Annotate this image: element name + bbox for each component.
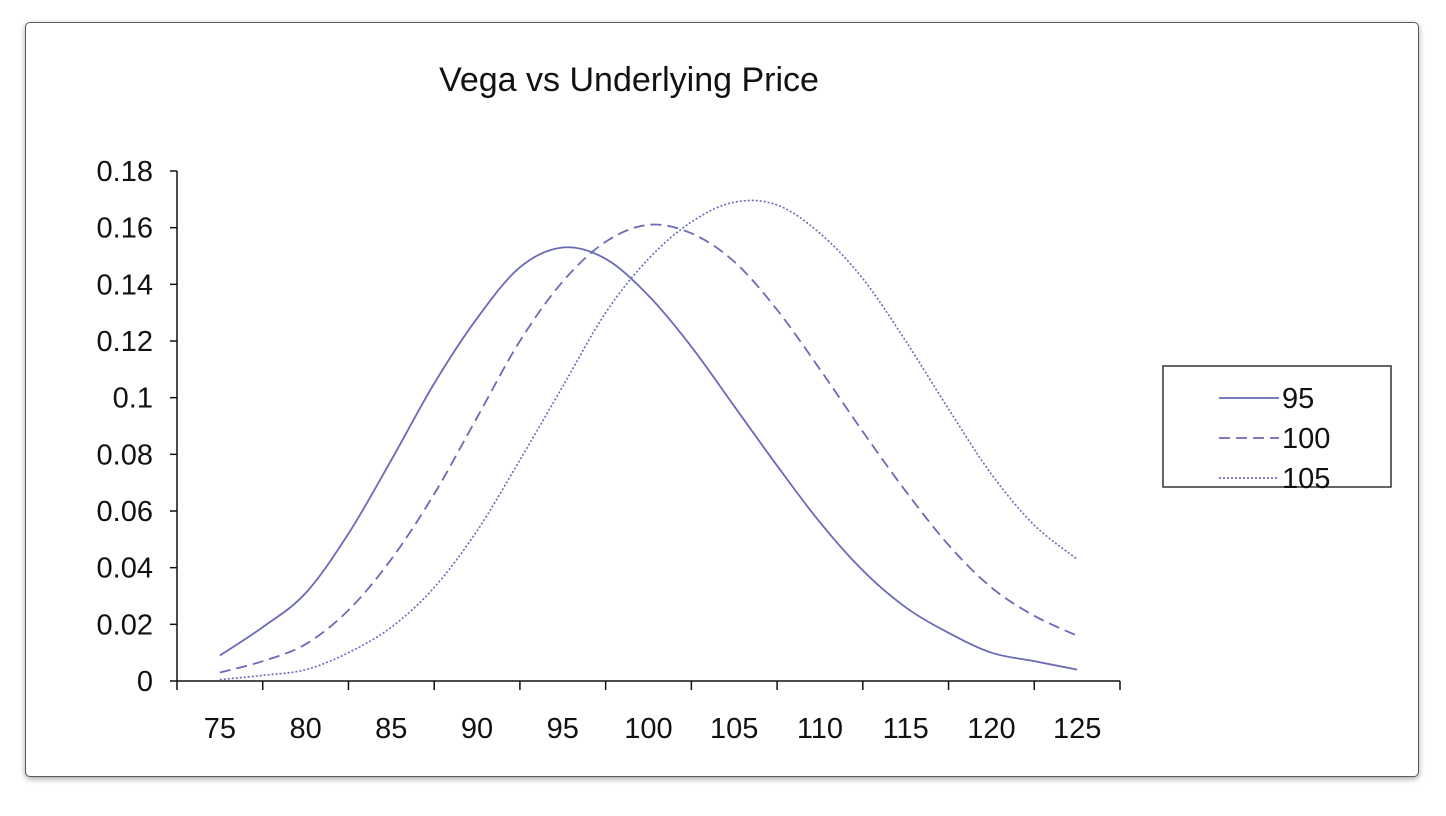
y-tick-label: 0.08 (97, 439, 153, 471)
x-tick-label: 110 (797, 713, 843, 745)
series-line-105 (219, 199, 1078, 681)
x-tick-label: 75 (204, 713, 236, 745)
y-tick-label: 0.02 (97, 609, 153, 641)
legend-items: 95 100 105 (1219, 383, 1330, 495)
y-tick-label: 0.12 (97, 326, 153, 358)
x-tick-label: 80 (289, 713, 321, 745)
plot-area: 0 0.02 0.04 0.06 0.08 0.1 0.12 0.14 0.16 0.18 75 8… (97, 156, 1121, 745)
legend-box (1162, 365, 1392, 488)
chart-svg: Vega vs Underlying Price 0 0.02 0.04 0.06 0.… (97, 61, 1392, 745)
y-tick-label: 0.04 (97, 553, 153, 585)
chart-frame: Vega vs Underlying Price 0 0.02 0.04 0.06 0.… (25, 22, 1419, 777)
legend-label-95: 95 (1282, 383, 1314, 415)
x-tick-label: 90 (461, 713, 493, 745)
y-tick-label: 0.16 (97, 213, 153, 245)
series-line-95 (219, 246, 1078, 671)
chart-title: Vega vs Underlying Price (439, 61, 819, 99)
y-tick-label: 0 (137, 666, 153, 698)
x-tick-label: 115 (883, 713, 929, 745)
x-tick-label: 85 (375, 713, 407, 745)
x-ticks: 75 80 85 90 95 100 105 110 115 120 125 (176, 681, 1121, 745)
legend: 95 100 105 (1162, 365, 1392, 495)
series-lines (219, 199, 1078, 681)
y-tick-label: 0.1 (113, 383, 153, 415)
legend-label-105: 105 (1282, 463, 1330, 495)
x-tick-label: 100 (624, 713, 672, 745)
x-tick-label: 120 (967, 713, 1015, 745)
y-tick-label: 0.14 (97, 269, 153, 301)
y-tick-label: 0.18 (97, 156, 153, 188)
series-line-100 (219, 223, 1078, 674)
y-tick-label: 0.06 (97, 496, 153, 528)
x-tick-label: 105 (710, 713, 758, 745)
x-tick-label: 95 (547, 713, 579, 745)
x-tick-label: 125 (1053, 713, 1101, 745)
legend-label-100: 100 (1282, 423, 1330, 455)
y-ticks: 0 0.02 0.04 0.06 0.08 0.1 0.12 0.14 0.16 0.18 (97, 156, 177, 698)
